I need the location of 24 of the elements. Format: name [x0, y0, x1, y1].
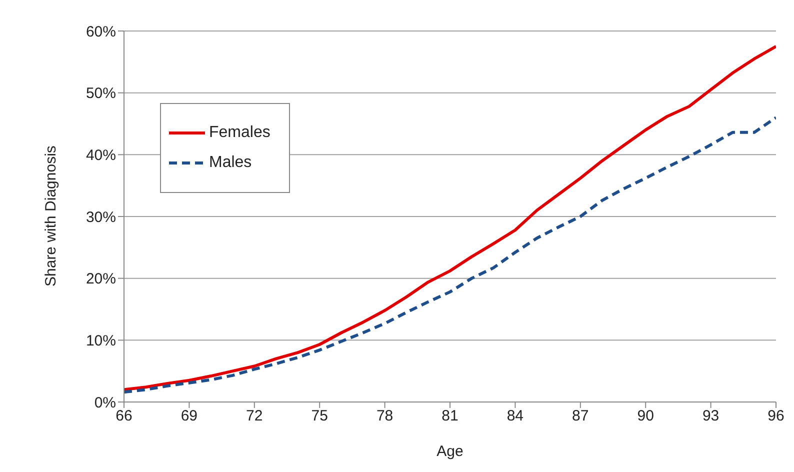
y-tick-label: 60%	[86, 23, 116, 40]
x-tick-label: 69	[180, 408, 198, 425]
x-tick-label: 84	[506, 408, 524, 425]
x-tick-label: 66	[116, 408, 132, 425]
x-tick-label: 81	[442, 408, 458, 425]
y-tick-label: 50%	[86, 85, 116, 102]
line-series	[124, 44, 776, 392]
x-tick-label: 93	[702, 408, 720, 425]
line-series	[124, 116, 776, 394]
x-axis-title: Age	[436, 443, 464, 460]
y-tick-label: 0%	[94, 394, 116, 412]
y-tick-label: 10%	[86, 332, 116, 350]
y-axis-title: Share with Diagnosis	[42, 146, 60, 286]
x-tick-label: 72	[246, 408, 263, 425]
x-tick-label: 78	[376, 408, 394, 425]
y-tick-label: 20%	[86, 270, 116, 288]
x-tick-label: 90	[637, 408, 654, 425]
x-tick-label: 87	[572, 408, 589, 425]
legend-label: Males	[209, 154, 252, 172]
legend-label: Females	[209, 124, 270, 142]
x-tick-label: 96	[768, 408, 784, 425]
y-tick-label: 30%	[86, 208, 116, 226]
y-tick-label: 40%	[86, 146, 116, 164]
x-tick-label: 75	[311, 408, 328, 425]
